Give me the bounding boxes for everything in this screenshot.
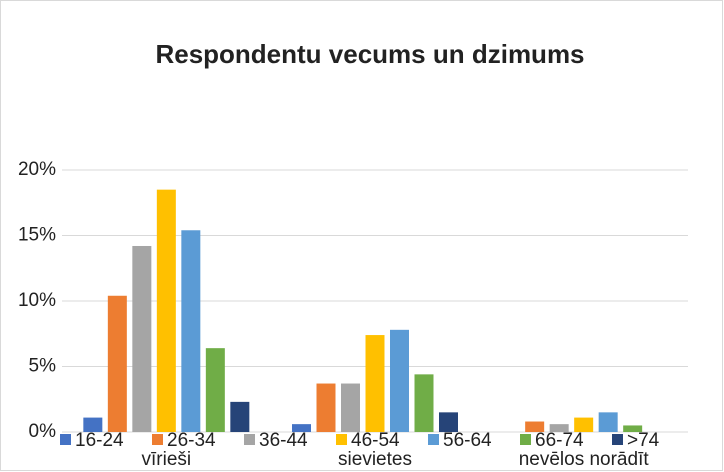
bar (365, 335, 385, 432)
bar (316, 383, 336, 432)
bar (414, 374, 434, 432)
bar (598, 412, 618, 432)
legend-swatch (336, 434, 347, 445)
bar (132, 245, 152, 432)
x-tick-label: vīrieši (142, 449, 192, 470)
bar (181, 230, 201, 432)
bar (205, 348, 225, 432)
y-tick-label: 20% (18, 159, 56, 180)
bar (83, 417, 103, 432)
legend-swatch (60, 434, 71, 445)
legend-label: 66-74 (535, 430, 584, 451)
legend-swatch (152, 434, 163, 445)
bar (107, 295, 127, 432)
legend-label: 46-54 (351, 430, 400, 451)
legend-label: 36-44 (259, 430, 308, 451)
bar (341, 383, 360, 432)
bar (525, 421, 545, 432)
bar (156, 189, 176, 432)
legend-swatch (428, 434, 439, 445)
bar (390, 329, 409, 432)
y-tick-label: 10% (18, 290, 56, 311)
legend-swatch (244, 434, 255, 445)
bar (439, 412, 458, 432)
y-tick-label: 15% (18, 225, 56, 246)
x-tick-label: sievietes (338, 449, 412, 470)
legend-label: 56-64 (443, 430, 492, 451)
legend-label: >74 (627, 430, 660, 451)
legend-swatch (520, 434, 531, 445)
bar (549, 424, 569, 432)
bar (574, 417, 594, 432)
legend-swatch (612, 434, 623, 445)
bar (230, 401, 250, 432)
legend-label: 16-24 (75, 430, 124, 451)
chart-title: Respondentu vecums un dzimums (155, 39, 584, 69)
legend-label: 26-34 (167, 430, 216, 451)
x-tick-label: nevēlos norādīt (519, 449, 650, 470)
bar (292, 424, 311, 432)
y-tick-label: 5% (29, 356, 57, 377)
y-tick-label: 0% (29, 421, 57, 442)
bar (623, 425, 643, 432)
